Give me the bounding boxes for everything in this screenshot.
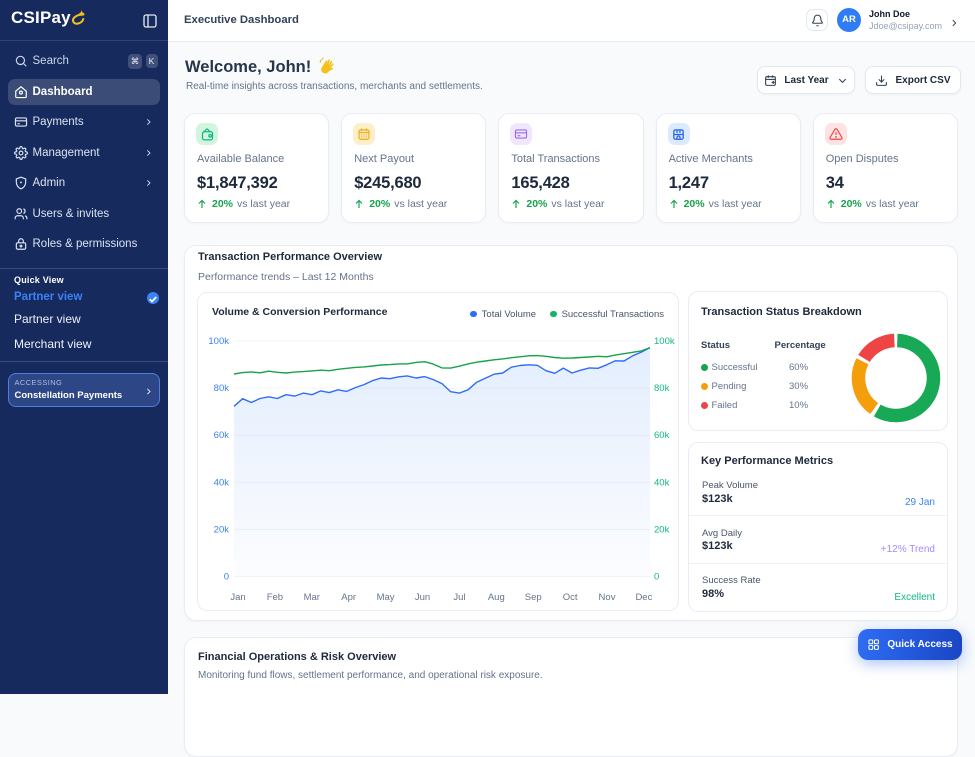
svg-text:20k: 20k [214, 524, 230, 535]
svg-text:60k: 60k [654, 430, 670, 441]
svg-text:Dec: Dec [635, 592, 652, 603]
svg-text:80k: 80k [654, 383, 670, 394]
svg-text:100k: 100k [208, 336, 229, 347]
svg-text:40k: 40k [214, 477, 230, 488]
svg-text:Jul: Jul [453, 592, 465, 603]
svg-text:60k: 60k [214, 430, 230, 441]
svg-text:May: May [377, 592, 395, 603]
svg-text:Jun: Jun [415, 592, 430, 603]
svg-text:Oct: Oct [563, 592, 578, 603]
svg-text:Apr: Apr [341, 592, 356, 603]
svg-text:100k: 100k [654, 336, 675, 347]
svg-text:Sep: Sep [525, 592, 542, 603]
svg-text:0: 0 [654, 572, 659, 583]
svg-text:Jan: Jan [230, 592, 245, 603]
svg-text:Nov: Nov [599, 592, 616, 603]
svg-text:80k: 80k [214, 383, 230, 394]
svg-text:Aug: Aug [488, 592, 505, 603]
svg-text:40k: 40k [654, 477, 670, 488]
svg-text:0: 0 [224, 572, 229, 583]
svg-text:20k: 20k [654, 524, 670, 535]
svg-text:Mar: Mar [304, 592, 320, 603]
svg-text:Feb: Feb [267, 592, 283, 603]
